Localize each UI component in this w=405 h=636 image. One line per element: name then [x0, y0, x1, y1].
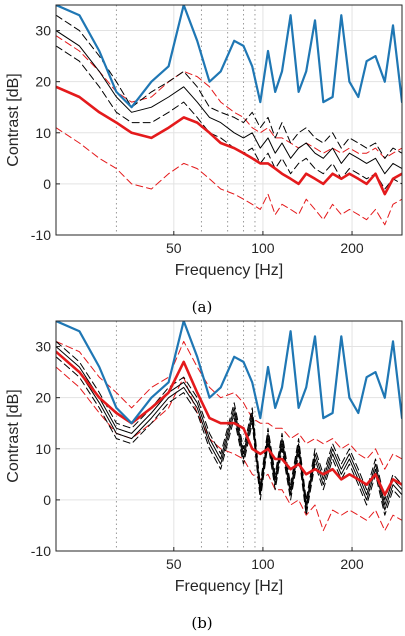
y-tick-label: 30: [35, 339, 51, 355]
chart-panel-b: -10 0 10 20 30 50 100 200 Frequency [Hz] Contrast…: [5, 320, 403, 595]
series-line-red-dashed: [56, 366, 402, 532]
series-line-red-dashed: [56, 127, 402, 226]
chart-panel-a: -10 0 10 20 30 50 100 200 Frequency [Hz] Contrast…: [5, 4, 403, 279]
x-tick-label: 200: [340, 556, 364, 572]
x-tick-label: 50: [166, 556, 182, 572]
y-tick-label: 10: [35, 125, 51, 141]
y-tick-label: 20: [35, 390, 51, 406]
y-tick-label: 20: [35, 74, 51, 90]
plot-area: [56, 5, 402, 235]
series-line-blue: [56, 5, 402, 109]
series-line-black-dashed: [56, 340, 402, 501]
x-tick-label: 100: [251, 556, 275, 572]
series-group: [56, 321, 402, 532]
series-line-black-dashed: [56, 356, 402, 516]
axes-frame: [55, 4, 403, 236]
series-line-red-thick: [56, 350, 402, 497]
x-axis-label: Frequency [Hz]: [175, 262, 283, 279]
series-line-red-thick: [56, 85, 402, 196]
series-group: [56, 5, 402, 226]
x-tick-label: 200: [340, 240, 364, 256]
series-line-black-solid: [56, 30, 402, 175]
axes-frame: [55, 320, 403, 552]
series-line-blue: [56, 321, 402, 425]
y-tick-label: 0: [43, 492, 51, 508]
series-line-red-dashed: [56, 340, 402, 470]
x-tick-label: 50: [166, 240, 182, 256]
series-line-black-solid: [56, 346, 402, 506]
series-line-red-dashed: [56, 35, 402, 159]
y-tick-label: 10: [35, 441, 51, 457]
y-tick-label: 30: [35, 23, 51, 39]
y-axis-label: Contrast [dB]: [5, 389, 22, 482]
x-tick-label: 100: [251, 240, 275, 256]
series-line-black-dashed: [56, 14, 402, 159]
y-tick-label: -10: [31, 543, 51, 559]
y-tick-label: -10: [31, 227, 51, 243]
x-axis-label: Frequency [Hz]: [175, 578, 283, 595]
y-tick-label: 0: [43, 176, 51, 192]
caption-a: (a): [192, 298, 213, 316]
y-axis-label: Contrast [dB]: [5, 73, 22, 166]
series-line-black-solid: [56, 351, 402, 511]
series-line-black-dashed: [56, 45, 402, 190]
caption-b: (b): [191, 614, 212, 632]
